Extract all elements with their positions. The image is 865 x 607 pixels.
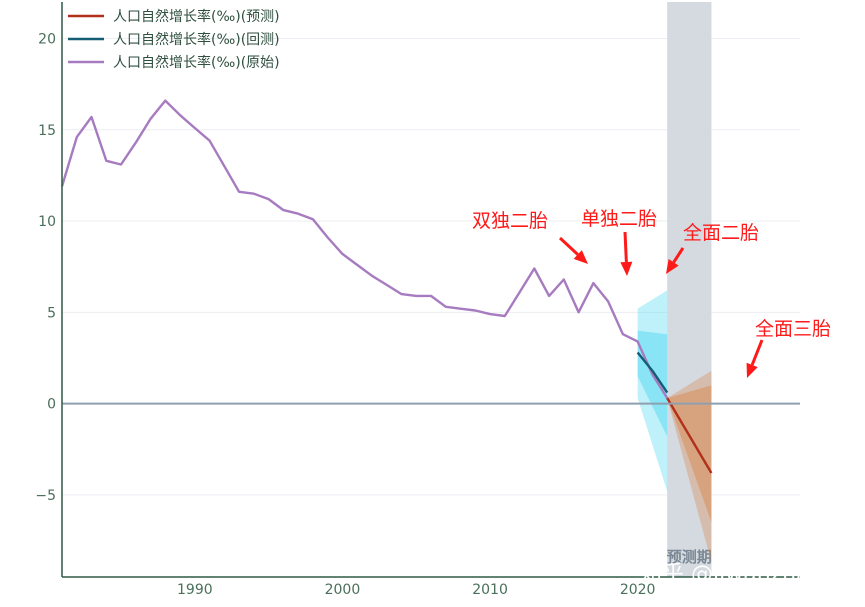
uncertainty-band-outer (637, 290, 668, 492)
series-line (636, 351, 669, 394)
annotation-arrow-head (620, 261, 633, 276)
y-tick-label: 10 (38, 214, 56, 230)
annotation-arrow-head (666, 258, 679, 274)
y-tick-label: 0 (47, 397, 56, 413)
lines-layer (60, 99, 713, 474)
legend-label: 人口自然增长率(‰)(预测) (113, 8, 280, 25)
watermark: 知乎 @liwanzhao (640, 562, 823, 587)
forecast-region-label: 预测期 (667, 548, 712, 566)
annotation-arrow-shaft (558, 236, 579, 256)
y-tick-label: 20 (38, 32, 56, 48)
annotation-arrow-head (573, 250, 588, 264)
annotation-label: 双独二胎 (472, 210, 548, 232)
x-tick-label: 2020 (620, 582, 656, 598)
series-line (666, 397, 713, 474)
x-tick-label: 1990 (177, 582, 213, 598)
annotation-label: 全面二胎 (683, 222, 759, 244)
y-tick-label: 15 (38, 123, 56, 139)
legend-label: 人口自然增长率(‰)(回测) (113, 31, 280, 48)
annotation-arrow-shaft (623, 231, 628, 263)
x-tick-label: 2000 (325, 582, 361, 598)
legend: 人口自然增长率(‰)(预测) 人口自然增长率(‰)(回测) 人口自然增长率(‰)(原… (68, 8, 280, 71)
y-tick-label: 5 (47, 305, 56, 321)
annotation-arrow-shaft (672, 247, 685, 264)
annotation-label: 单独二胎 (581, 208, 657, 230)
legend-label: 人口自然增长率(‰)(原始) (113, 54, 280, 71)
axis-layer: 20 15 10 5 0 −5 1990 2000 2010 2020 (35, 2, 800, 598)
series-line (60, 99, 669, 399)
uncertainty-band-inner (667, 385, 712, 523)
y-tick-label: −5 (35, 488, 56, 504)
annotation-arrow-shaft (750, 339, 764, 366)
x-tick-label: 2010 (472, 582, 508, 598)
forecast-region (667, 2, 712, 577)
annotation-label: 全面三胎 (755, 318, 831, 340)
forecast-region-layer: 预测期 (667, 2, 712, 577)
annotation-arrow-head (746, 362, 758, 378)
